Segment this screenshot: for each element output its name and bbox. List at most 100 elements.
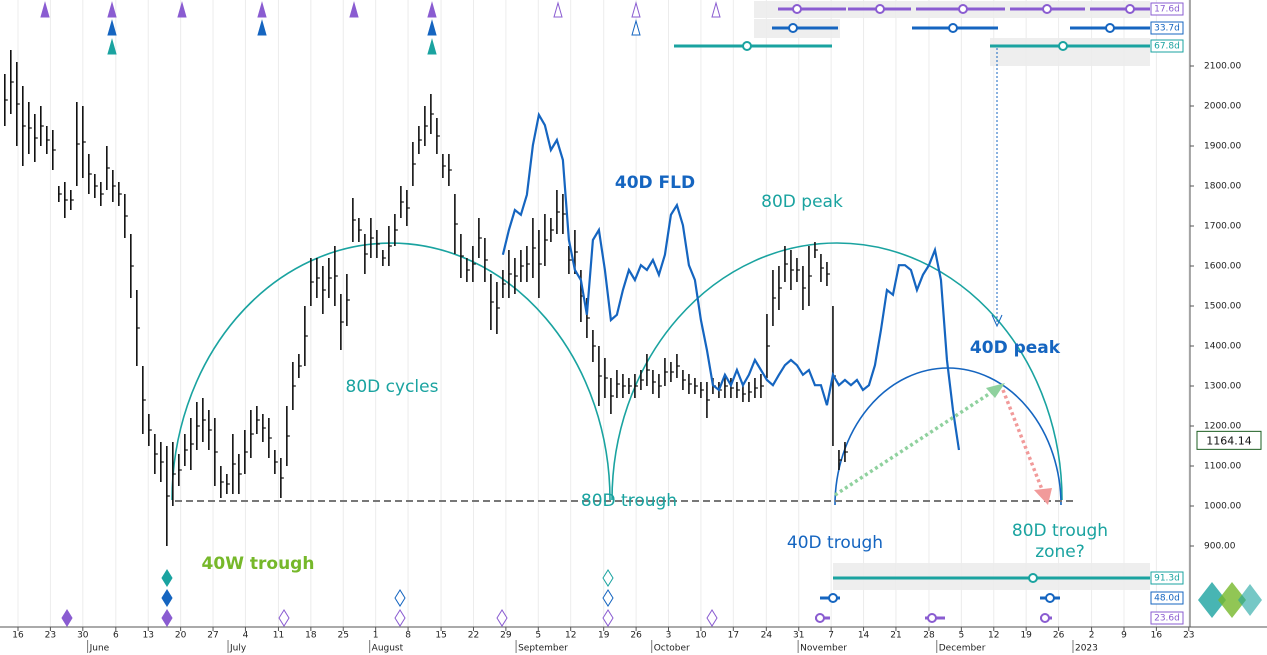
cycle-marker [394, 589, 406, 607]
cycle-label: 48.0d [1154, 594, 1180, 604]
y-tick-label: 1500.00 [1204, 302, 1241, 312]
annotation: 40D trough [787, 533, 883, 553]
projection-arrow [1001, 389, 1045, 493]
x-tick-label: 20 [175, 631, 187, 641]
x-tick-label: 24 [761, 631, 773, 641]
cycle-dot [742, 41, 752, 51]
x-tick-label: 9 [1121, 631, 1127, 641]
cycle-marker [161, 589, 173, 607]
x-tick-label: 12 [565, 631, 576, 641]
annotation: 40D peak [970, 338, 1061, 358]
x-tick-label: 16 [12, 631, 24, 641]
x-tick-label: 11 [273, 631, 284, 641]
y-tick-label: 1000.00 [1204, 502, 1241, 512]
x-tick-label: 14 [858, 631, 870, 641]
cycle-dot [815, 613, 825, 623]
cycle-label: 23.6d [1154, 614, 1180, 624]
cycle-marker [61, 609, 73, 627]
annotation: 80D trough [1012, 521, 1108, 541]
cycle-marker [711, 1, 721, 18]
cycle-dot [1028, 573, 1038, 583]
cycle-label: 33.7d [1154, 24, 1180, 34]
cycle-dot [1125, 4, 1135, 14]
y-tick-label: 1300.00 [1204, 382, 1241, 392]
cycle-dot [927, 613, 937, 623]
x-tick-label: 17 [728, 631, 739, 641]
x-tick-label: 23 [45, 631, 56, 641]
cycle-arc [834, 367, 1062, 506]
x-tick-label: 10 [695, 631, 707, 641]
cycle-marker [706, 609, 718, 627]
x-tick-label: 18 [305, 631, 317, 641]
cycle-marker [496, 609, 508, 627]
cycle-arc [611, 242, 1063, 501]
month-label: 2023 [1075, 644, 1098, 654]
y-tick-label: 900.00 [1204, 542, 1236, 552]
x-tick-label: 23 [1183, 631, 1194, 641]
cycle-label-box [1150, 571, 1184, 585]
x-tick-label: 15 [435, 631, 446, 641]
cycle-marker [161, 569, 173, 587]
x-tick-label: 21 [890, 631, 901, 641]
x-tick-label: 29 [500, 631, 512, 641]
y-tick-label: 1200.00 [1204, 422, 1241, 432]
arrow-head [991, 314, 1003, 328]
x-tick-label: 13 [142, 631, 153, 641]
x-tick-label: 30 [77, 631, 89, 641]
x-tick-label: 26 [630, 631, 642, 641]
cycle-label: 91.3d [1154, 574, 1180, 584]
cycle-marker [107, 1, 117, 18]
annotation: 40W trough [202, 554, 315, 574]
cycle-marker [602, 589, 614, 607]
x-tick-label: 19 [598, 631, 610, 641]
x-tick-label: 5 [958, 631, 964, 641]
x-tick-label: 4 [243, 631, 249, 641]
x-tick-label: 5 [535, 631, 541, 641]
cycle-marker [107, 19, 117, 36]
cycle-marker [394, 609, 406, 627]
cycle-dot [788, 23, 798, 33]
month-label: December [939, 644, 986, 654]
cycle-marker [427, 19, 437, 36]
x-tick-label: 25 [338, 631, 349, 641]
annotation: 80D peak [761, 192, 843, 212]
y-tick-label: 1400.00 [1204, 342, 1241, 352]
month-label: September [518, 644, 568, 654]
x-tick-label: 12 [988, 631, 999, 641]
month-label: August [372, 644, 404, 654]
cycle-marker [553, 1, 563, 18]
annotation: 80D trough [581, 491, 677, 511]
logo [1198, 582, 1262, 618]
y-tick-label: 1600.00 [1204, 262, 1241, 272]
last-price-label: 1164.14 [1206, 434, 1252, 447]
cycle-marker [257, 19, 267, 36]
cycle-label: 67.8d [1154, 42, 1180, 52]
x-tick-label: 16 [1151, 631, 1163, 641]
x-tick-label: 31 [793, 631, 804, 641]
fld-line [501, 111, 961, 451]
cycle-marker [427, 38, 437, 55]
cycle-band [990, 38, 1150, 66]
projection-arrow [834, 388, 996, 497]
cycle-dot [1040, 613, 1050, 623]
cycle-marker [107, 38, 117, 55]
cycle-dot [1045, 593, 1055, 603]
annotation: zone? [1035, 542, 1085, 562]
x-tick-label: 8 [405, 631, 411, 641]
x-tick-label: 26 [1053, 631, 1065, 641]
cycle-dot [792, 4, 802, 14]
cycle-dot [958, 4, 968, 14]
y-tick-label: 1900.00 [1204, 142, 1241, 152]
cycle-marker [40, 1, 50, 18]
cycle-label: 17.6d [1154, 5, 1180, 15]
cycle-marker [349, 1, 359, 18]
cycle-label-box [1150, 21, 1184, 35]
last-price-box [1196, 430, 1262, 450]
month-label: October [654, 644, 690, 654]
cycle-dot [1105, 23, 1115, 33]
y-tick-label: 2000.00 [1204, 102, 1241, 112]
x-tick-label: 1 [373, 631, 379, 641]
x-tick-label: 27 [207, 631, 218, 641]
arrow-head [986, 383, 1005, 398]
